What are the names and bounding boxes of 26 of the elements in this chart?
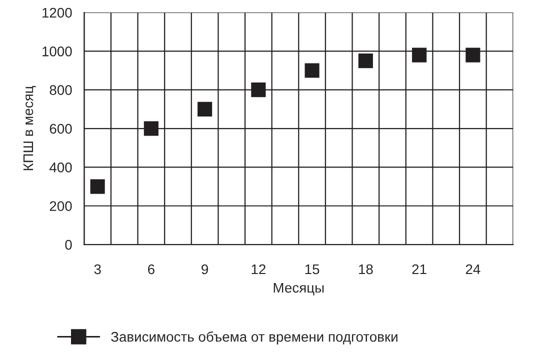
x-tick-label: 3 (94, 264, 101, 274)
x-tick-label: 18 (359, 264, 373, 274)
x-tick-label: 9 (202, 264, 208, 274)
y-tick-label: 0 (65, 240, 72, 250)
point (412, 48, 427, 62)
y-tick-label: 400 (50, 162, 72, 172)
point (144, 121, 158, 136)
y-tick-label: 1000 (42, 46, 72, 56)
point (304, 63, 320, 78)
x-tick-label: 21 (412, 264, 426, 274)
x-tick-label: 6 (148, 264, 154, 274)
y-axis-title: КПШ в месяц (23, 86, 36, 170)
y-tick-label: 1200 (42, 8, 72, 18)
point (358, 54, 373, 68)
legend-label: Зависимость объема от времени подготовки (111, 331, 398, 344)
point (90, 179, 105, 194)
y-tick-label: 600 (50, 124, 72, 134)
point (251, 82, 266, 98)
x-tick-label: 12 (252, 264, 266, 274)
point (198, 102, 212, 116)
x-tick-label: 24 (466, 264, 480, 274)
x-axis-title: Месяцы (274, 283, 324, 296)
point (466, 48, 480, 62)
x-tick-label: 15 (305, 264, 320, 274)
y-tick-label: 800 (50, 85, 72, 96)
y-tick-label: 200 (50, 201, 72, 212)
